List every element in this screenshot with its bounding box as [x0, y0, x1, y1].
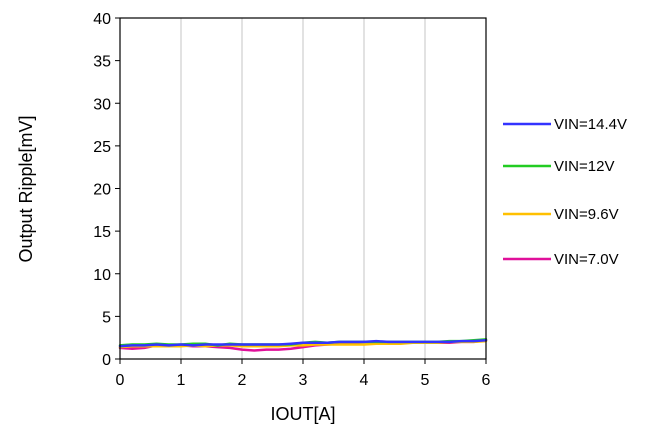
x-tick-label-0: 0 [116, 372, 125, 389]
y-tick-labels: 0 5 10 15 20 25 30 35 40 [93, 11, 120, 369]
legend-label-3: VIN=9.6V [554, 206, 619, 223]
x-tick-label-5: 5 [421, 372, 430, 389]
x-tick-label-4: 4 [360, 372, 369, 389]
y-tick-label-40: 40 [93, 11, 111, 28]
x-tick-label-2: 2 [238, 372, 247, 389]
x-tick-label-6: 6 [482, 372, 491, 389]
y-tick-label-30: 30 [93, 96, 111, 113]
y-tick-label-20: 20 [93, 182, 111, 199]
y-axis-title: Output Ripple[mV] [16, 115, 36, 262]
y-tick-label-25: 25 [93, 139, 111, 156]
legend-label-1: VIN=14.4V [554, 116, 627, 133]
series-lines [118, 338, 488, 352]
y-tick-label-0: 0 [102, 352, 111, 369]
x-tick-label-3: 3 [299, 372, 308, 389]
y-tick-label-15: 15 [93, 224, 111, 241]
legend: VIN=14.4V VIN=12V VIN=9.6V VIN=7.0V [503, 116, 627, 268]
x-tick-label-1: 1 [177, 372, 186, 389]
y-tick-label-5: 5 [102, 309, 111, 326]
y-tick-label-35: 35 [93, 54, 111, 71]
grid-lines [180, 18, 426, 359]
legend-label-4: VIN=7.0V [554, 251, 619, 268]
legend-label-2: VIN=12V [554, 158, 614, 175]
x-axis-title: IOUT[A] [270, 404, 335, 424]
series-line-1 [118, 338, 488, 348]
x-tick-labels: 0 1 2 3 4 5 6 [116, 359, 491, 389]
y-tick-label-10: 10 [93, 267, 111, 284]
